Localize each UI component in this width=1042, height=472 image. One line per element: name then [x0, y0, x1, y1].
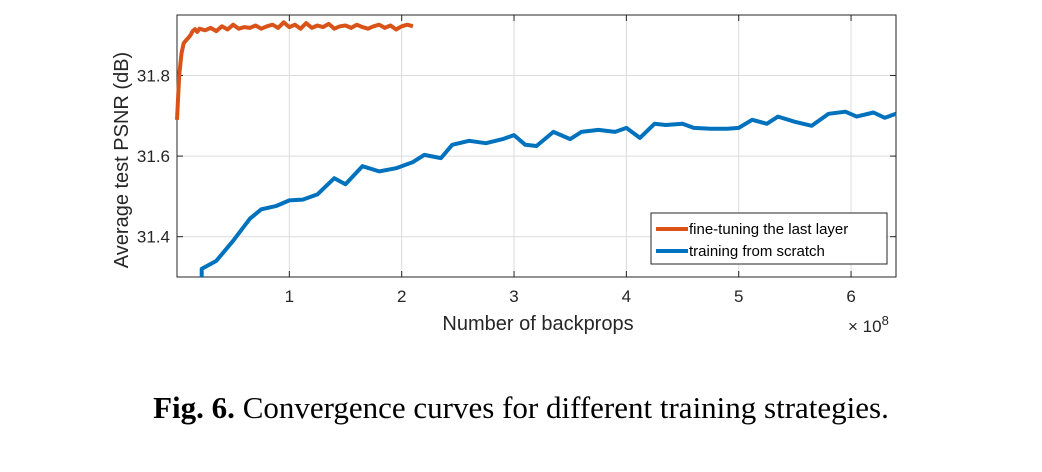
figure-caption-label: Fig. 6.	[153, 390, 235, 425]
x-multiplier-exponent: 8	[882, 313, 889, 328]
grid-lines	[177, 15, 896, 277]
x-tick-label: 5	[734, 287, 743, 306]
x-axis-label: Number of backprops	[442, 313, 633, 335]
y-tick-label: 31.4	[137, 228, 170, 247]
x-axis-multiplier: × 108	[848, 313, 889, 336]
series-line-training-from-scratch	[199, 109, 897, 277]
series-layer	[175, 20, 897, 277]
legend-label-training-from-scratch: training from scratch	[689, 243, 825, 260]
plot-area-frame	[176, 14, 897, 278]
figure-caption: Fig. 6. Convergence curves for different…	[0, 390, 1042, 426]
legend-box	[650, 212, 888, 265]
y-tick-label: 31.8	[137, 66, 170, 85]
x-tick-label: 2	[397, 287, 406, 306]
y-axis-label: Average test PSNR (dB)	[111, 52, 133, 268]
legend: fine-tuning the last layer training from…	[650, 212, 888, 265]
x-tick-label: 3	[509, 287, 518, 306]
axis-ticks: 1 2 3 4 5 6 31.4 31.6 31.8	[137, 15, 896, 306]
figure-caption-text: Convergence curves for different trainin…	[234, 390, 889, 425]
legend-label-fine-tuning: fine-tuning the last layer	[689, 221, 848, 238]
x-tick-label: 6	[846, 287, 855, 306]
x-multiplier-base: × 10	[848, 317, 882, 336]
x-tick-label: 1	[285, 287, 294, 306]
psnr-convergence-chart: 1 2 3 4 5 6 31.4 31.6 31.8 Number of backprops A…	[111, 14, 897, 336]
y-tick-label: 31.6	[137, 147, 170, 166]
series-line-fine-tuning	[175, 20, 414, 120]
x-tick-label: 4	[622, 287, 631, 306]
